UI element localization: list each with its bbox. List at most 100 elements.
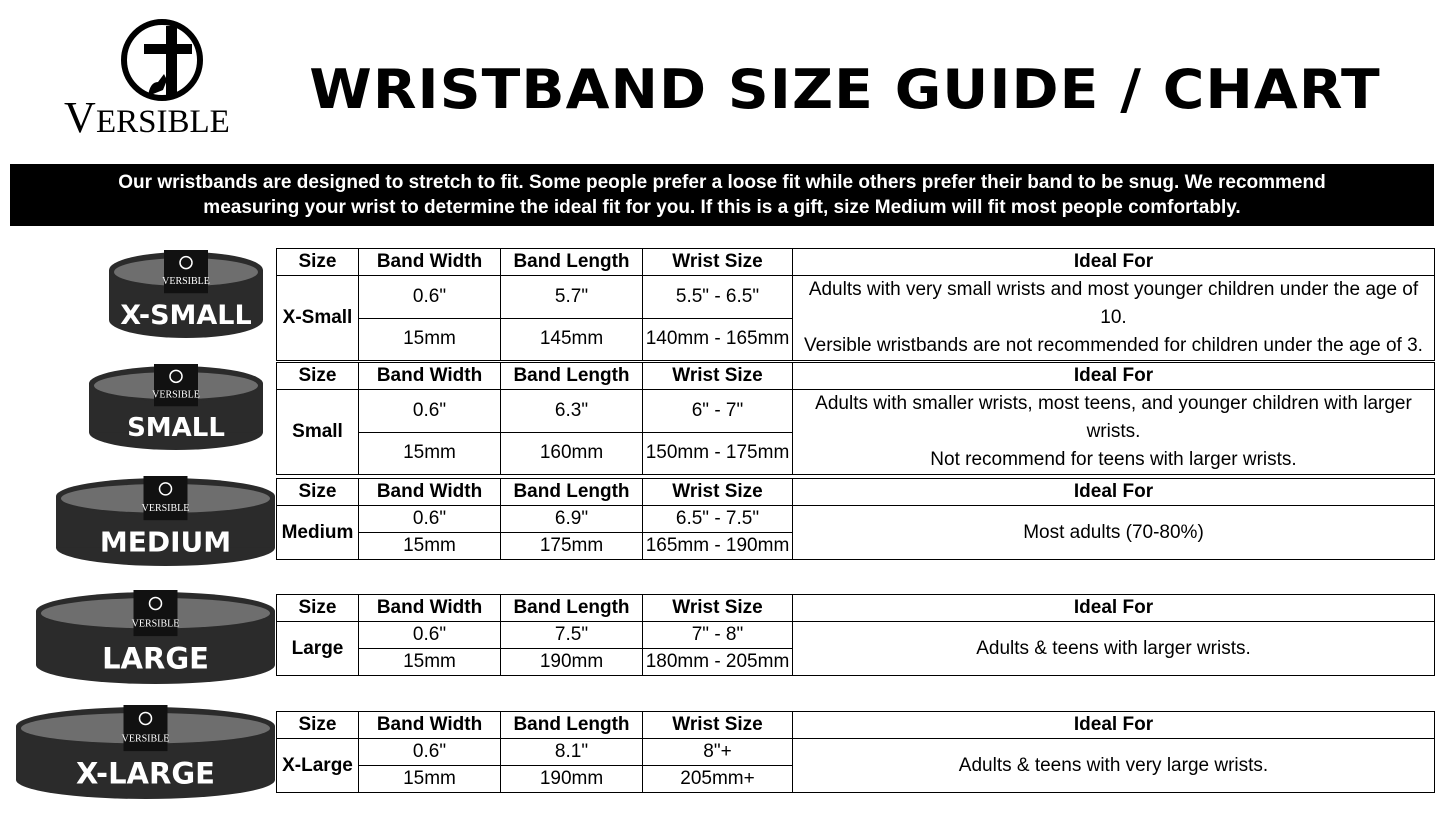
header-cell: Size	[276, 248, 359, 276]
size-table-small: Size Band Width Band Length Wrist Size Ideal…	[276, 362, 1435, 475]
wristband-image-x-small: VERSIBLE X-SMALL	[108, 250, 264, 340]
inch-value: 6" - 7"	[642, 389, 793, 433]
mm-value: 145mm	[500, 317, 643, 361]
header-cell: Wrist Size	[642, 478, 793, 506]
mm-value: 15mm	[358, 765, 501, 793]
inch-value: 8.1"	[500, 738, 643, 766]
band-brand: VERSIBLE	[142, 503, 190, 514]
wristband-image-medium: VERSIBLE MEDIUM	[55, 476, 276, 568]
banner-line-2: measuring your wrist to determine the id…	[203, 197, 1241, 218]
header-cell: Band Length	[500, 711, 643, 739]
inch-value: 0.6"	[358, 505, 501, 533]
size-cell: X-Small	[276, 275, 359, 361]
header-cell: Band Length	[500, 594, 643, 622]
band-size-label: MEDIUM	[100, 525, 231, 558]
ideal-for-cell: Adults with smaller wrists, most teens, …	[792, 389, 1435, 475]
ideal-for-cell: Adults & teens with very large wrists.	[792, 738, 1435, 793]
inch-value: 6.9"	[500, 505, 643, 533]
ideal-for-text: Adults & teens with larger wrists.	[976, 637, 1251, 659]
mm-value: 15mm	[358, 532, 501, 560]
header-cell: Ideal For	[792, 362, 1435, 390]
ideal-for-text: Adults & teens with very large wrists.	[958, 754, 1269, 776]
header-cell: Size	[276, 362, 359, 390]
ideal-for-text: Not recommend for teens with larger wris…	[930, 449, 1297, 470]
header-cell: Ideal For	[792, 711, 1435, 739]
mm-value: 15mm	[358, 431, 501, 475]
ideal-for-text: Most adults (70-80%)	[1023, 521, 1204, 543]
mm-value: 165mm - 190mm	[642, 532, 793, 560]
band-brand: VERSIBLE	[122, 733, 170, 744]
header-cell: Wrist Size	[642, 362, 793, 390]
size-table-medium: Size Band Width Band Length Wrist Size Ideal…	[276, 478, 1435, 560]
ideal-for-text: Adults with very small wrists and most y…	[808, 279, 1419, 328]
mm-value: 15mm	[358, 317, 501, 361]
banner-line-1: Our wristbands are designed to stretch t…	[118, 172, 1326, 193]
header-cell: Ideal For	[792, 248, 1435, 276]
band-brand: VERSIBLE	[152, 389, 200, 400]
inch-value: 0.6"	[358, 738, 501, 766]
band-size-label: SMALL	[127, 413, 225, 443]
ideal-for-cell: Adults with very small wrists and most y…	[792, 275, 1435, 361]
header-cell: Wrist Size	[642, 248, 793, 276]
ideal-for-text: Versible wristbands are not recommended …	[804, 335, 1423, 356]
wristband-image-small: VERSIBLE SMALL	[88, 364, 264, 452]
size-cell: Small	[276, 389, 359, 475]
mm-value: 180mm - 205mm	[642, 648, 793, 676]
header-cell: Band Width	[358, 478, 501, 506]
inch-value: 5.7"	[500, 275, 643, 319]
svg-text:ERSIBLE: ERSIBLE	[96, 104, 230, 140]
inch-value: 7" - 8"	[642, 621, 793, 649]
size-cell: X-Large	[276, 738, 359, 793]
band-size-label: LARGE	[102, 642, 209, 676]
inch-value: 0.6"	[358, 389, 501, 433]
mm-value: 175mm	[500, 532, 643, 560]
wristband-image-large: VERSIBLE LARGE	[35, 590, 276, 686]
header-cell: Size	[276, 594, 359, 622]
size-cell: Medium	[276, 505, 359, 560]
mm-value: 15mm	[358, 648, 501, 676]
ideal-for-text: Adults with smaller wrists, most teens, …	[815, 393, 1412, 442]
mm-value: 160mm	[500, 431, 643, 475]
header-cell: Ideal For	[792, 594, 1435, 622]
svg-text:V: V	[64, 93, 96, 140]
mm-value: 190mm	[500, 765, 643, 793]
wristband-image-x-large: VERSIBLE X-LARGE	[15, 705, 276, 801]
header-cell: Band Width	[358, 248, 501, 276]
header-cell: Band Length	[500, 478, 643, 506]
header-cell: Band Width	[358, 362, 501, 390]
band-brand: VERSIBLE	[132, 618, 180, 629]
header-cell: Band Length	[500, 362, 643, 390]
band-brand: VERSIBLE	[162, 276, 210, 287]
header-cell: Wrist Size	[642, 711, 793, 739]
size-table-x-large: Size Band Width Band Length Wrist Size Ideal…	[276, 711, 1435, 793]
inch-value: 6.3"	[500, 389, 643, 433]
mm-value: 150mm - 175mm	[642, 431, 793, 475]
inch-value: 0.6"	[358, 621, 501, 649]
intro-banner: Our wristbands are designed to stretch t…	[10, 164, 1434, 226]
mm-value: 140mm - 165mm	[642, 317, 793, 361]
inch-value: 0.6"	[358, 275, 501, 319]
header-cell: Band Width	[358, 711, 501, 739]
versible-logo: V ERSIBLE	[60, 14, 270, 142]
inch-value: 8"+	[642, 738, 793, 766]
band-size-label: X-SMALL	[120, 300, 251, 331]
header-cell: Band Width	[358, 594, 501, 622]
header-cell: Band Length	[500, 248, 643, 276]
size-table-large: Size Band Width Band Length Wrist Size Ideal…	[276, 594, 1435, 676]
header-cell: Ideal For	[792, 478, 1435, 506]
page-title: WRISTBAND SIZE GUIDE / CHART	[309, 58, 1381, 121]
ideal-for-cell: Most adults (70-80%)	[792, 505, 1435, 560]
inch-value: 5.5" - 6.5"	[642, 275, 793, 319]
mm-value: 205mm+	[642, 765, 793, 793]
inch-value: 6.5" - 7.5"	[642, 505, 793, 533]
ideal-for-cell: Adults & teens with larger wrists.	[792, 621, 1435, 676]
inch-value: 7.5"	[500, 621, 643, 649]
size-cell: Large	[276, 621, 359, 676]
band-size-label: X-LARGE	[76, 757, 215, 791]
size-table-x-small: Size Band Width Band Length Wrist Size Ideal…	[276, 248, 1435, 361]
header-cell: Wrist Size	[642, 594, 793, 622]
header-cell: Size	[276, 711, 359, 739]
header-cell: Size	[276, 478, 359, 506]
mm-value: 190mm	[500, 648, 643, 676]
